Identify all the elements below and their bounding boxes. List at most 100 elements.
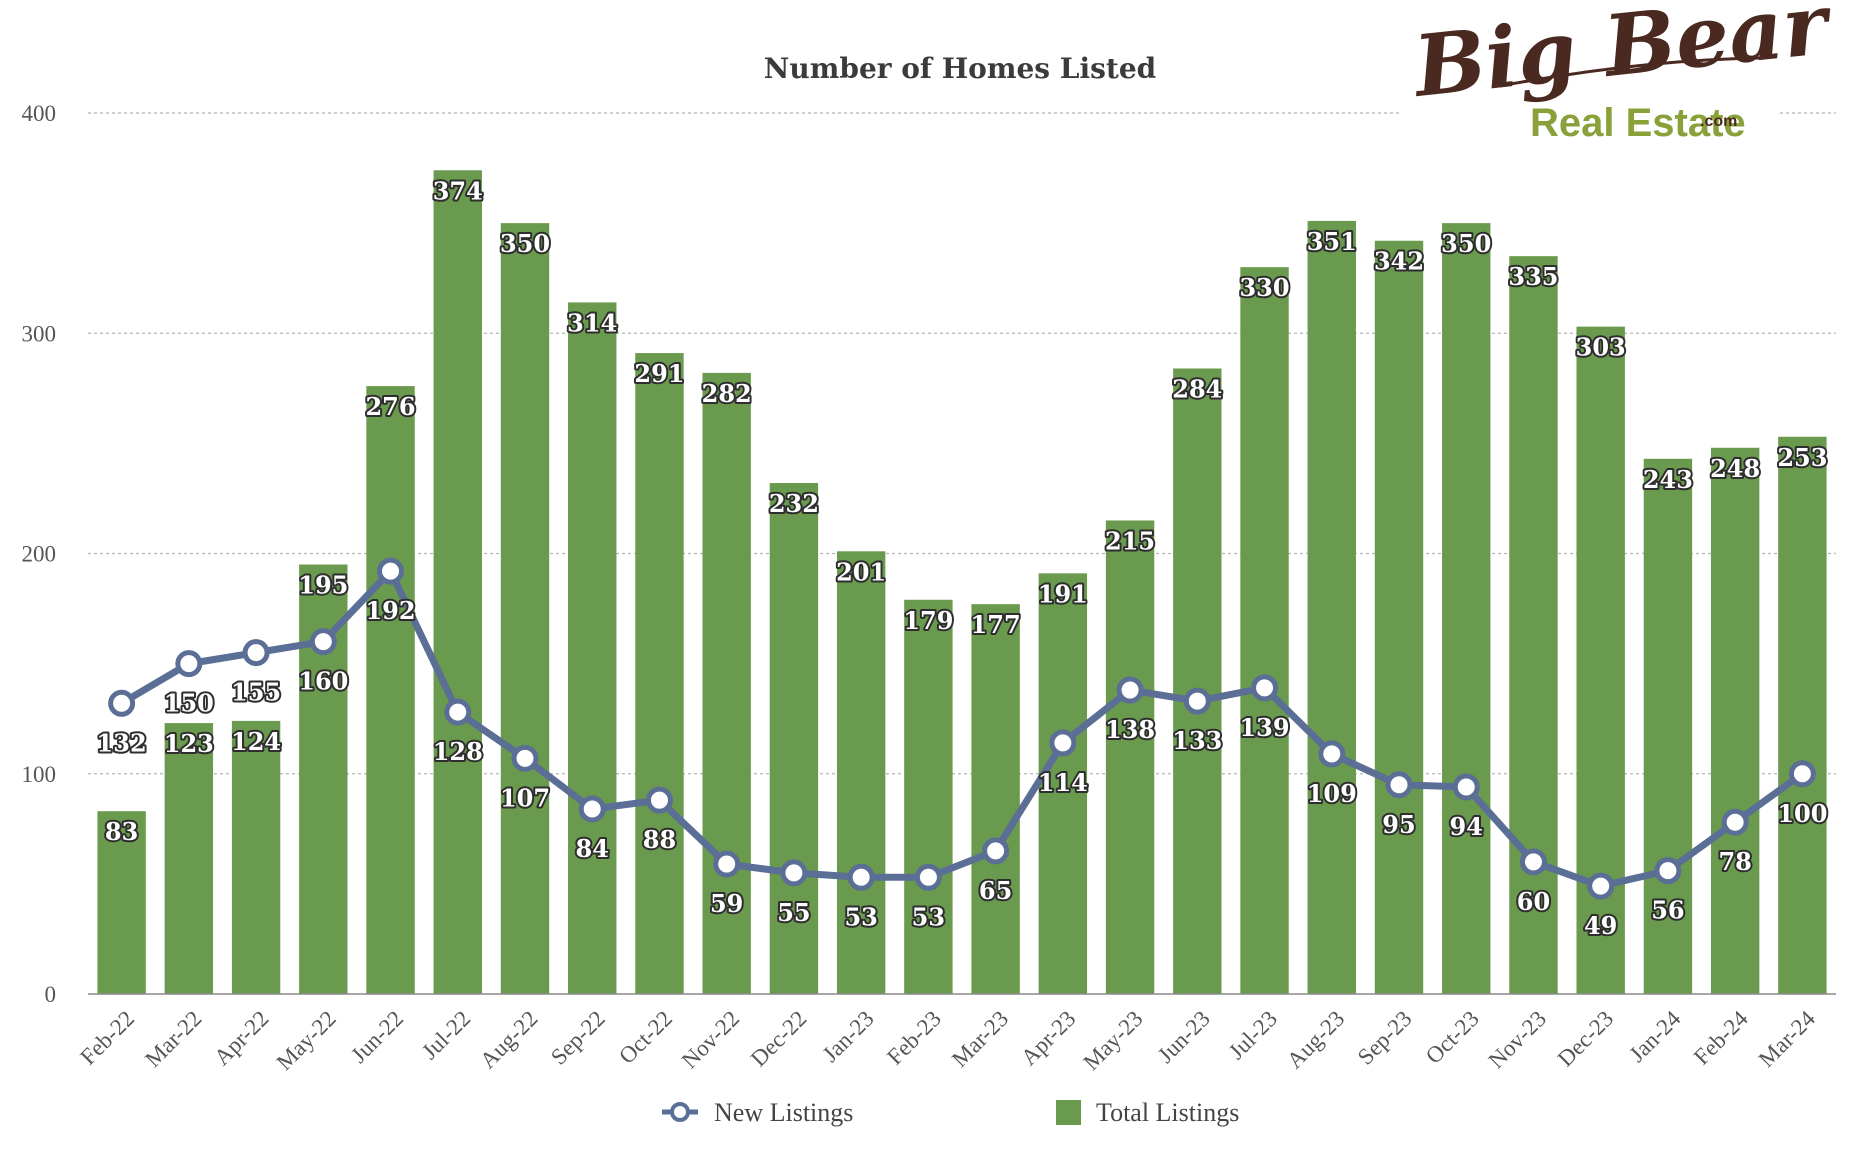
bar-data-label: 124: [231, 727, 281, 756]
line-data-label: 160: [298, 667, 348, 696]
line-data-label: 128: [433, 737, 483, 766]
bar: [1374, 240, 1424, 994]
line-data-label: 88: [643, 825, 676, 854]
bar: [164, 723, 214, 994]
x-tick-label: Apr-23: [1016, 1006, 1080, 1070]
bar-data-label: 123: [164, 729, 214, 758]
line-point: [1116, 676, 1144, 704]
logo-real-estate-text: Real Estate: [1530, 101, 1746, 145]
line-data-label: 100: [1777, 799, 1827, 828]
x-tick-label: Sep-22: [546, 1006, 610, 1070]
line-data-labels: 132 150 155 160 192 128 107 84 88 59 55 53 53 65 114 13…: [95, 594, 1830, 942]
bar-data-label: 291: [634, 359, 684, 388]
bar: [971, 604, 1020, 994]
bar-data-label: 248: [1710, 454, 1760, 483]
x-tick-label: Mar-22: [140, 1006, 206, 1072]
line-point: [1183, 687, 1211, 715]
x-tick-label: Dec-23: [1553, 1006, 1619, 1072]
y-tick-label: 100: [22, 762, 57, 787]
line-data-label: 114: [1038, 768, 1088, 797]
bar: [702, 372, 751, 994]
line-point: [982, 837, 1010, 865]
x-tick-label: Apr-22: [209, 1006, 273, 1070]
line-data-label: 155: [231, 678, 281, 707]
chart-title: Number of Homes Listed: [764, 52, 1156, 85]
line-point: [1049, 729, 1077, 757]
legend-bar-swatch: [1056, 1100, 1081, 1125]
bar: [904, 599, 953, 994]
bar-data-label: 314: [567, 308, 617, 337]
x-tick-label: Nov-22: [677, 1006, 744, 1073]
line-point: [1385, 771, 1413, 799]
x-tick-label: Nov-23: [1484, 1006, 1551, 1073]
bar: [635, 353, 684, 994]
bar-data-label: 243: [1643, 465, 1693, 494]
x-tick-label: Feb-24: [1689, 1006, 1753, 1070]
line-point: [1318, 740, 1346, 768]
line-point: [444, 698, 472, 726]
line-data-label: 78: [1718, 847, 1751, 876]
bar-data-label: 350: [500, 229, 550, 258]
line-data-label: 65: [979, 876, 1012, 905]
bar: [1778, 436, 1827, 995]
bar: [769, 483, 819, 994]
line-data-label: 55: [777, 898, 810, 927]
bar: [97, 811, 146, 994]
x-tick-label: Jun-23: [1153, 1006, 1215, 1068]
line-point: [1587, 872, 1615, 900]
x-tick-label: Mar-23: [947, 1006, 1013, 1072]
logo-backdrop: [1400, 30, 1780, 150]
line-data-label: 53: [912, 902, 945, 931]
series-line: [118, 567, 1806, 890]
bar-data-label: 284: [1172, 374, 1222, 403]
bar-data-label: 350: [1441, 229, 1491, 258]
line-data-label: 84: [576, 834, 609, 863]
line-data-label: 49: [1584, 911, 1617, 940]
bar-data-label: 303: [1576, 333, 1626, 362]
grid-lines: [88, 112, 1836, 775]
bar-data-label: 351: [1307, 227, 1357, 256]
bar: [1105, 520, 1155, 994]
bar: [500, 223, 550, 994]
y-tick-label: 400: [22, 101, 57, 126]
bar-data-label: 342: [1374, 247, 1424, 276]
logo-swash: [1499, 56, 1761, 88]
bar-data-label: 83: [105, 817, 138, 846]
bar: [1173, 368, 1222, 994]
line-data-label: 59: [710, 889, 743, 918]
line-point: [108, 689, 136, 717]
bar: [1442, 223, 1491, 994]
bar-data-label: 191: [1038, 579, 1088, 608]
line-point: [847, 863, 875, 891]
x-tick-label: Jan-23: [818, 1006, 879, 1067]
bar: [1643, 458, 1693, 995]
legend-item-new-listings: New Listings: [662, 1098, 853, 1127]
line-point: [780, 859, 808, 887]
line-point: [377, 557, 405, 585]
line-data-label: 95: [1382, 810, 1415, 839]
bar-data-label: 335: [1508, 262, 1558, 291]
legend-item-total-listings: Total Listings: [1056, 1098, 1239, 1127]
legend-label-total-listings: Total Listings: [1096, 1098, 1239, 1127]
x-tick-label: Feb-22: [75, 1006, 139, 1070]
bar: [1509, 256, 1558, 995]
line-point: [1788, 760, 1816, 788]
bar-data-label: 195: [298, 571, 348, 600]
line-data-label: 56: [1651, 896, 1684, 925]
bar: [568, 302, 617, 994]
bar-data-label: 232: [769, 489, 819, 518]
x-tick-label: Mar-24: [1754, 1006, 1820, 1072]
legend-label-new-listings: New Listings: [714, 1098, 853, 1127]
line-point: [309, 628, 337, 656]
line-point: [1721, 808, 1749, 836]
line-data-label: 132: [97, 728, 147, 757]
bar: [1038, 573, 1088, 994]
bar-data-label: 177: [971, 610, 1021, 639]
line-point: [242, 639, 270, 667]
line-data-label: 138: [1105, 715, 1155, 744]
line-data-label: 109: [1307, 779, 1357, 808]
x-tick-label: May-22: [272, 1006, 341, 1075]
x-tick-label: Aug-23: [1282, 1006, 1349, 1073]
bar-series-total-listings: [97, 170, 1827, 995]
bar-data-label: 201: [836, 557, 886, 586]
